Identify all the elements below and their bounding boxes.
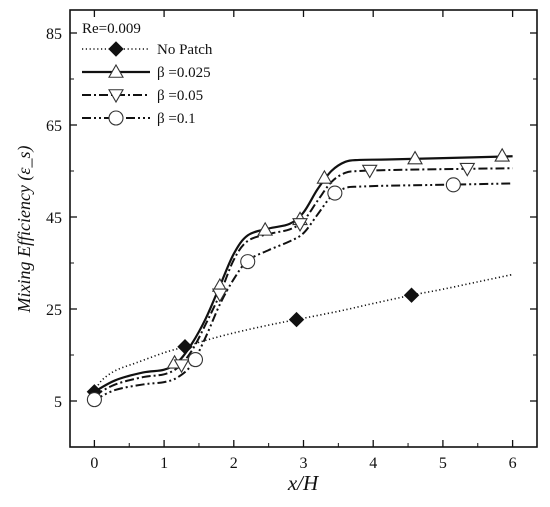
legend-marker-0	[108, 41, 124, 57]
y-tick-label: 5	[54, 394, 62, 411]
y-tick-label: 65	[46, 118, 62, 135]
series-line-0	[93, 273, 513, 393]
series-layer	[86, 147, 513, 408]
legend-label-2: β =0.05	[157, 88, 203, 104]
legend-marker-1	[108, 63, 124, 78]
data-point-2	[211, 288, 228, 303]
legend: No Patch β =0.025 β =0.05 β =0.1	[82, 41, 213, 127]
x-tick-label: 4	[369, 455, 377, 472]
annotation-re: Re=0.009	[82, 21, 141, 37]
legend-label-0: No Patch	[157, 42, 213, 58]
data-point-1	[316, 169, 333, 184]
series-line-2	[93, 167, 513, 397]
legend-marker-2	[108, 89, 124, 104]
data-point-0	[403, 287, 420, 303]
data-point-1	[494, 147, 511, 162]
data-point-2	[292, 218, 308, 233]
y-tick-label: 25	[46, 302, 62, 319]
data-point-3	[86, 392, 102, 408]
data-point-0	[177, 339, 193, 355]
data-point-2	[459, 162, 476, 177]
data-point-3	[327, 185, 343, 201]
plot-frame	[69, 9, 538, 448]
data-point-2	[173, 359, 190, 374]
x-tick-label: 1	[160, 455, 168, 472]
x-tick-label: 2	[230, 455, 238, 472]
series-line-1	[93, 155, 513, 393]
x-tick-label: 6	[509, 455, 517, 472]
data-point-3	[445, 177, 461, 193]
legend-label-1: β =0.025	[157, 65, 211, 81]
data-point-1	[407, 150, 423, 165]
y-axis-title: Mixing Efficiency (ε_s)	[14, 145, 35, 313]
legend-marker-3	[108, 110, 124, 126]
series-line-3	[93, 182, 513, 401]
y-tick-label: 45	[46, 210, 62, 227]
data-point-2	[361, 164, 378, 179]
legend-label-3: β =0.1	[157, 111, 196, 127]
y-tick-label: 85	[46, 26, 62, 43]
data-point-3	[187, 352, 204, 368]
data-point-3	[240, 254, 256, 270]
x-tick-label: 0	[90, 455, 98, 472]
x-axis-title: x/H	[287, 471, 320, 495]
data-point-0	[288, 311, 305, 328]
x-tick-label: 5	[439, 455, 447, 472]
data-point-1	[257, 221, 274, 236]
x-tick-label: 3	[300, 455, 308, 472]
